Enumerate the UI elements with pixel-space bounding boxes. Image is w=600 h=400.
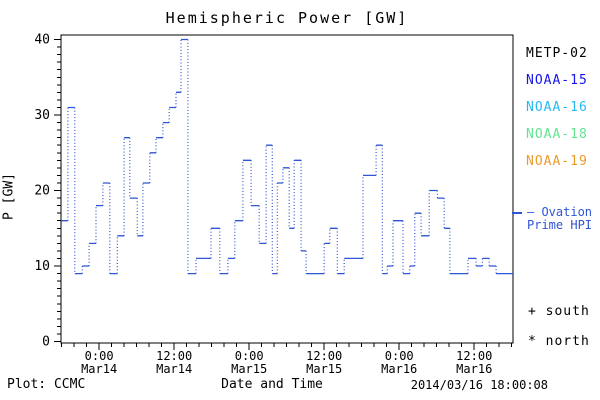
svg-text:Mar16: Mar16 xyxy=(456,362,492,376)
legend-item-noaa-16: NOAA-16 xyxy=(526,100,588,115)
svg-text:Mar15: Mar15 xyxy=(231,362,267,376)
svg-text:40: 40 xyxy=(34,33,50,48)
legend-item-noaa-18: NOAA-18 xyxy=(526,127,588,142)
svg-text:12:00: 12:00 xyxy=(156,349,192,363)
footer-timestamp: 2014/03/16 18:00:08 xyxy=(410,378,548,392)
north-marker-label: * north xyxy=(528,334,590,349)
svg-text:0: 0 xyxy=(42,335,50,350)
svg-text:30: 30 xyxy=(34,108,50,123)
legend-item-metp-02: METP-02 xyxy=(526,46,588,61)
svg-text:12:00: 12:00 xyxy=(306,349,342,363)
svg-text:Mar15: Mar15 xyxy=(306,362,342,376)
svg-text:20: 20 xyxy=(34,184,50,199)
ovation-legend: — Ovation Prime HPI xyxy=(527,206,592,232)
ovation-legend-line2: Prime HPI xyxy=(527,218,593,232)
x-axis-title: Date and Time xyxy=(221,377,323,392)
svg-text:Mar14: Mar14 xyxy=(81,362,117,376)
svg-text:0:00: 0:00 xyxy=(85,349,114,363)
south-marker-label: + south xyxy=(528,304,590,319)
footer-plot-source: Plot: CCMC xyxy=(7,377,86,392)
line-sample-dash-icon xyxy=(512,212,522,214)
page-title: Hemispheric Power [GW] xyxy=(165,9,409,27)
legend-item-noaa-15: NOAA-15 xyxy=(526,73,588,88)
svg-text:0:00: 0:00 xyxy=(235,349,264,363)
svg-text:Mar14: Mar14 xyxy=(156,362,192,376)
legend-satellites: METP-02 NOAA-15 NOAA-16 NOAA-18 NOAA-19 xyxy=(526,40,600,175)
svg-text:12:00: 12:00 xyxy=(456,349,492,363)
svg-text:0:00: 0:00 xyxy=(385,349,414,363)
legend-item-noaa-19: NOAA-19 xyxy=(526,154,588,169)
svg-text:10: 10 xyxy=(34,259,50,274)
ovation-legend-line1: — Ovation xyxy=(527,205,593,219)
svg-text:Mar16: Mar16 xyxy=(381,362,417,376)
